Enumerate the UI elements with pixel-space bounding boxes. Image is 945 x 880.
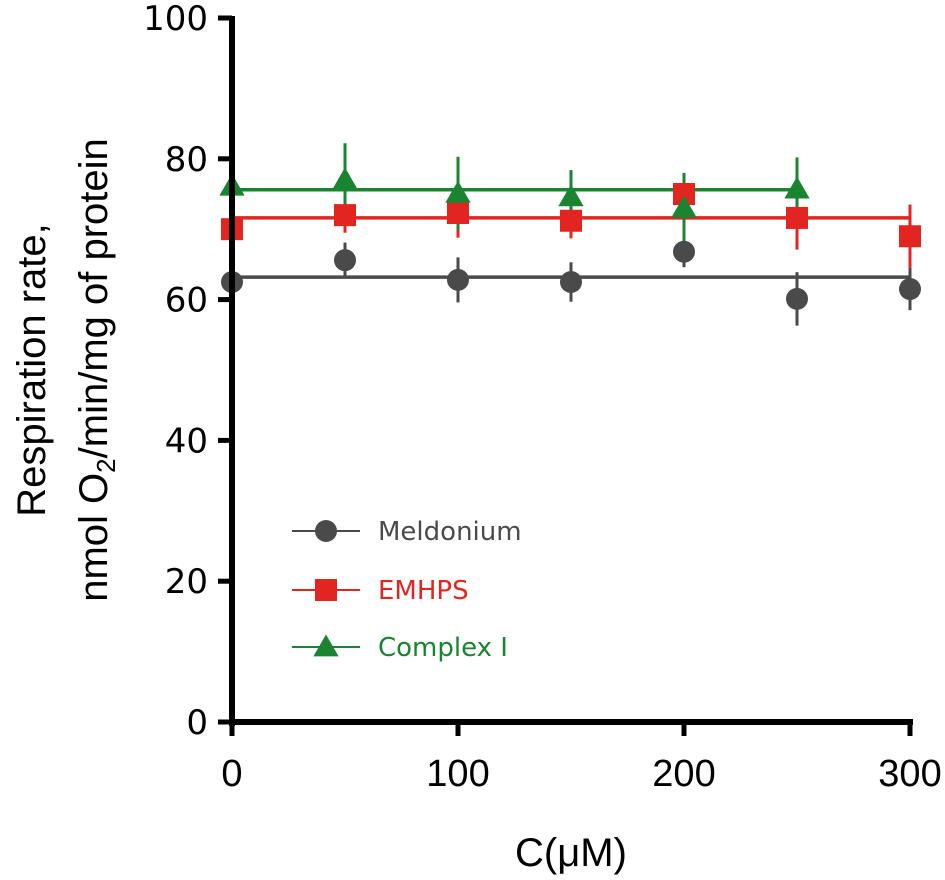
y-tick-label: 40	[165, 421, 208, 461]
legend: Meldonium EMHPS Complex I	[292, 517, 522, 663]
y-axis-title-subscript: 2	[91, 458, 121, 472]
data-point-emhps	[334, 204, 356, 227]
data-point-emhps	[560, 209, 582, 232]
data-point-emhps	[899, 225, 921, 248]
data-point-meldonium	[899, 278, 921, 301]
legend-item-meldonium: Meldonium	[292, 517, 522, 547]
y-tick-label: 100	[143, 0, 208, 39]
y-tick-label: 60	[165, 281, 208, 321]
data-point-meldonium	[447, 268, 469, 291]
x-ticks: 0 100 200 300	[221, 722, 942, 795]
y-axis-title-line1: Respiration rate,	[10, 223, 54, 516]
data-point-complex-i	[445, 180, 471, 203]
legend-label: Meldonium	[378, 517, 522, 547]
data-point-complex-i	[784, 176, 810, 199]
x-axis-title: C(μM)	[515, 831, 627, 875]
legend-circle-icon	[315, 520, 337, 542]
error-bars	[230, 143, 912, 326]
legend-label: EMHPS	[378, 576, 469, 606]
data-point-meldonium	[673, 240, 695, 263]
data-point-complex-i	[332, 167, 358, 190]
data-point-emhps	[447, 202, 469, 225]
x-tick-label: 100	[426, 753, 489, 795]
y-tick-label: 20	[165, 562, 208, 602]
data-point-meldonium	[560, 271, 582, 293]
y-axis-title-line2-pre: nmol O	[72, 473, 116, 602]
legend-item-complex-i: Complex I	[292, 633, 508, 663]
y-axis-title-line2: nmol O2/min/mg of protein	[72, 138, 121, 602]
data-point-meldonium	[786, 287, 808, 310]
x-tick-label: 200	[652, 753, 715, 795]
data-markers	[219, 167, 921, 310]
data-point-complex-i	[558, 184, 584, 207]
data-point-meldonium	[334, 249, 356, 272]
x-tick-label: 300	[878, 753, 941, 795]
legend-triangle-icon	[313, 634, 339, 657]
y-ticks: 0 20 40 60 80 100	[143, 0, 232, 743]
data-point-emhps	[786, 206, 808, 229]
data-point-emhps	[673, 183, 695, 205]
y-axis-title: Respiration rate, nmol O2/min/mg of prot…	[10, 138, 121, 602]
legend-item-emhps: EMHPS	[292, 576, 469, 606]
y-tick-label: 0	[186, 703, 208, 743]
axes	[229, 16, 913, 726]
y-tick-label: 80	[165, 140, 208, 180]
data-point-complex-i	[671, 195, 697, 218]
legend-label: Complex I	[378, 633, 508, 663]
y-axis-title-line2-post: /min/mg of protein	[72, 138, 116, 458]
legend-square-icon	[315, 579, 337, 601]
x-tick-label: 0	[221, 753, 242, 795]
